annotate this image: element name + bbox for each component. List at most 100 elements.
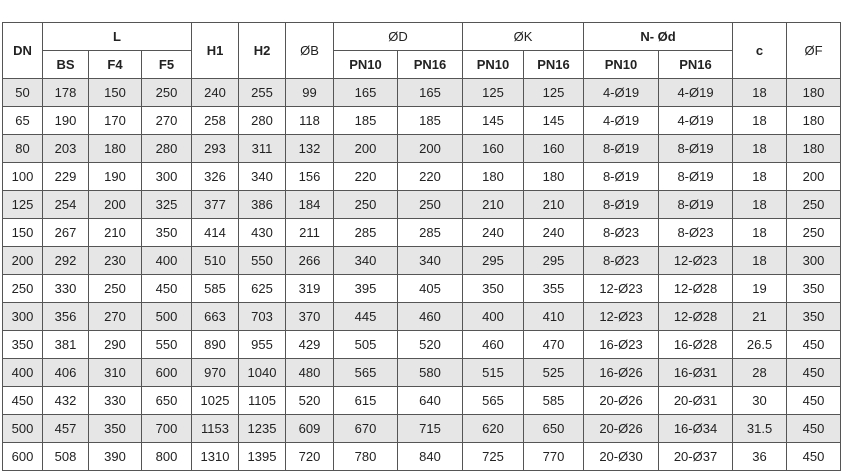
table-cell: 156	[285, 162, 334, 191]
table-cell: 266	[285, 246, 334, 275]
table-cell: 180	[88, 134, 142, 163]
table-row: 500 457 350 700 1153 1235 609 670 715 620 650 20-Ø2…	[2, 414, 842, 443]
table-cell: 460	[397, 302, 463, 331]
table-cell: 585	[191, 274, 239, 303]
table-cell: 500	[2, 414, 43, 443]
table-cell: 500	[141, 302, 192, 331]
header-k: ØK	[461, 22, 585, 51]
table-cell: 1040	[238, 358, 286, 387]
table-cell: 125	[462, 78, 524, 107]
table-cell: 190	[88, 162, 142, 191]
table-cell: 340	[333, 246, 398, 275]
table-cell: 16-Ø26	[583, 358, 660, 387]
table-cell: 185	[397, 106, 463, 135]
table-cell: 200	[333, 134, 398, 163]
table-row: 350 381 290 550 890 955 429 505 520 460 470 16-Ø23 1…	[2, 330, 842, 359]
table-cell: 18	[732, 134, 788, 163]
table-cell: 250	[88, 274, 142, 303]
table-cell: 640	[397, 386, 463, 415]
table-cell: 220	[397, 162, 463, 191]
header-f5: F5	[141, 50, 192, 79]
table-cell: 780	[333, 442, 398, 471]
table-cell: 80	[2, 134, 43, 163]
table-cell: 650	[522, 414, 585, 443]
table-row: 450 432 330 650 1025 1105 520 615 640 565 585 20-Ø2…	[2, 386, 842, 415]
table-cell: 267	[42, 218, 89, 247]
table-cell: 20-Ø26	[583, 414, 660, 443]
table-cell: 1235	[238, 414, 286, 443]
table-cell: 12-Ø28	[658, 302, 734, 331]
table-cell: 220	[333, 162, 398, 191]
table-cell: 350	[88, 414, 142, 443]
table-cell: 170	[88, 106, 142, 135]
table-cell: 12-Ø23	[658, 246, 734, 275]
table-cell: 725	[462, 442, 524, 471]
header-nd-pn10: PN10	[583, 50, 660, 79]
table-cell: 350	[2, 330, 43, 359]
table-cell: 178	[42, 78, 89, 107]
header-d-pn16: PN16	[397, 50, 463, 79]
table-cell: 20-Ø31	[658, 386, 734, 415]
table-cell: 625	[238, 274, 286, 303]
header-k-pn16: PN16	[522, 50, 585, 79]
table-cell: 510	[191, 246, 239, 275]
table-cell: 1105	[238, 386, 286, 415]
table-cell: 240	[522, 218, 585, 247]
table-cell: 36	[732, 442, 788, 471]
header-d-pn10: PN10	[333, 50, 398, 79]
table-cell: 285	[333, 218, 398, 247]
table-cell: 8-Ø19	[658, 134, 734, 163]
table-cell: 180	[786, 106, 842, 135]
table-cell: 311	[238, 134, 286, 163]
table-cell: 30	[732, 386, 788, 415]
table-cell: 4-Ø19	[658, 106, 734, 135]
table-cell: 356	[42, 302, 89, 331]
table-cell: 160	[462, 134, 524, 163]
table-cell: 21	[732, 302, 788, 331]
table-cell: 292	[42, 246, 89, 275]
table-cell: 620	[462, 414, 524, 443]
table-cell: 330	[88, 386, 142, 415]
table-cell: 100	[2, 162, 43, 191]
table-cell: 520	[285, 386, 334, 415]
table-cell: 319	[285, 274, 334, 303]
table-cell: 350	[786, 302, 842, 331]
table-cell: 450	[786, 414, 842, 443]
table-cell: 203	[42, 134, 89, 163]
header-f4: F4	[88, 50, 142, 79]
table-row: 100 229 190 300 326 340 156 220 220 180 180 8-Ø19 8-…	[2, 162, 842, 191]
header-bs: BS	[42, 50, 89, 79]
table-cell: 325	[141, 190, 192, 219]
table-cell: 770	[522, 442, 585, 471]
table-cell: 190	[42, 106, 89, 135]
table-cell: 350	[141, 218, 192, 247]
table-cell: 450	[786, 330, 842, 359]
table-cell: 457	[42, 414, 89, 443]
table-cell: 400	[141, 246, 192, 275]
header-f: ØF	[786, 22, 842, 79]
table-cell: 406	[42, 358, 89, 387]
table-cell: 609	[285, 414, 334, 443]
table-cell: 250	[2, 274, 43, 303]
table-cell: 184	[285, 190, 334, 219]
table-cell: 132	[285, 134, 334, 163]
table-cell: 340	[397, 246, 463, 275]
table-cell: 450	[2, 386, 43, 415]
table-cell: 290	[88, 330, 142, 359]
table-cell: 350	[786, 274, 842, 303]
table-row: 50 178 150 250 240 255 99 165 165 125 125 4-Ø19 4-Ø1…	[2, 78, 842, 107]
table-cell: 800	[141, 442, 192, 471]
table-cell: 270	[88, 302, 142, 331]
table-cell: 715	[397, 414, 463, 443]
table-cell: 180	[786, 134, 842, 163]
table-cell: 18	[732, 78, 788, 107]
table-cell: 270	[141, 106, 192, 135]
table-cell: 395	[333, 274, 398, 303]
table-cell: 210	[462, 190, 524, 219]
table-cell: 200	[2, 246, 43, 275]
table-cell: 8-Ø19	[583, 190, 660, 219]
table-cell: 280	[141, 134, 192, 163]
table-cell: 295	[522, 246, 585, 275]
header-nd: N- Ød	[583, 22, 734, 51]
table-cell: 145	[462, 106, 524, 135]
